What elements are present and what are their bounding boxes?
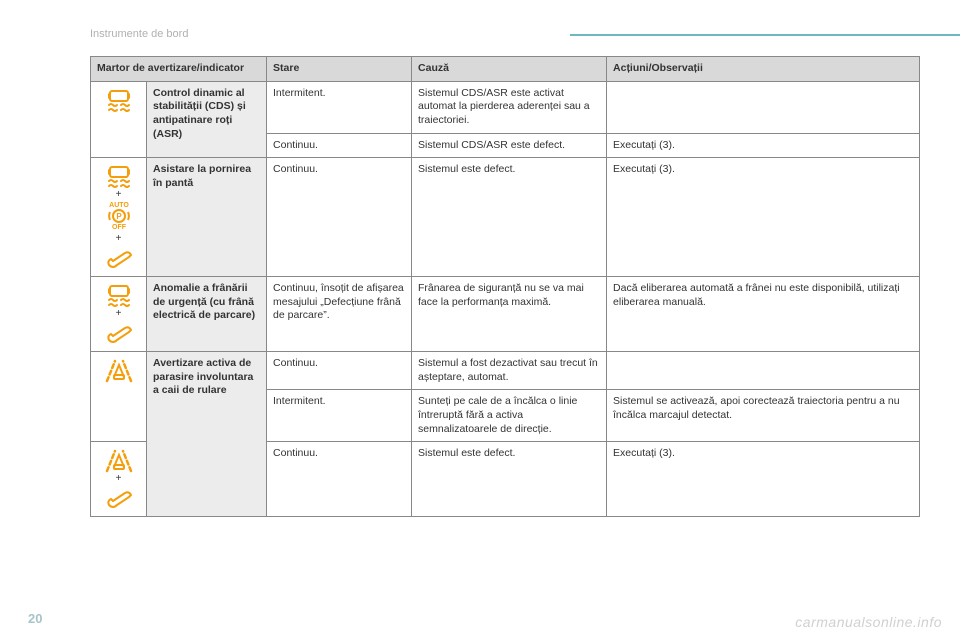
lane-icon — [103, 357, 135, 383]
icon-cell-brake: + — [91, 277, 147, 352]
th-cause: Cauză — [412, 57, 607, 82]
label-brake: Anomalie a frânării de urgență (cu frână… — [147, 277, 267, 352]
th-indicator: Martor de avertizare/indicator — [91, 57, 267, 82]
cell-state: Continuu, însoțit de afișarea mesajului … — [267, 277, 412, 352]
warning-lamp-table: Martor de avertizare/indicator Stare Cau… — [90, 56, 920, 517]
cell-state: Continuu. — [267, 442, 412, 517]
cell-state: Continuu. — [267, 158, 412, 277]
plus-icon: + — [116, 309, 122, 319]
cell-action: Sistemul se activează, apoi corectează t… — [607, 390, 920, 442]
wrench-icon — [103, 485, 135, 511]
th-state: Stare — [267, 57, 412, 82]
cell-cause: Sunteți pe cale de a încălca o linie înt… — [412, 390, 607, 442]
skid-icon — [103, 87, 135, 113]
table-row: Avertizare activa de parasire involuntar… — [91, 352, 920, 390]
wrench-icon — [103, 245, 135, 271]
table-header-row: Martor de avertizare/indicator Stare Cau… — [91, 57, 920, 82]
label-lane: Avertizare activa de parasire involuntar… — [147, 352, 267, 517]
th-action: Acțiuni/Observații — [607, 57, 920, 82]
label-hill: Asistare la pornirea în pantă — [147, 158, 267, 277]
label-cds: Control dinamic al stabilității (CDS) și… — [147, 81, 267, 158]
auto-park-off-icon — [103, 201, 135, 233]
cell-action — [607, 81, 920, 133]
icon-cell-hill: + + — [91, 158, 147, 277]
cell-state: Continuu. — [267, 352, 412, 390]
table-row: Control dinamic al stabilității (CDS) și… — [91, 81, 920, 133]
lane-icon — [103, 447, 135, 473]
cell-cause: Frânarea de siguranță nu se va mai face … — [412, 277, 607, 352]
cell-cause: Sistemul a fost dezactivat sau trecut în… — [412, 352, 607, 390]
cell-cause: Sistemul CDS/ASR este activat automat la… — [412, 81, 607, 133]
icon-cell-cds — [91, 81, 147, 158]
cell-action: Dacă eliberarea automată a frânei nu est… — [607, 277, 920, 352]
skid-icon — [103, 282, 135, 308]
cell-action — [607, 352, 920, 390]
cell-action: Executați (3). — [607, 442, 920, 517]
cell-action: Executați (3). — [607, 158, 920, 277]
cell-cause: Sistemul este defect. — [412, 158, 607, 277]
breadcrumb: Instrumente de bord — [90, 28, 920, 40]
cell-state: Intermitent. — [267, 390, 412, 442]
icon-cell-lane-b: + — [91, 442, 147, 517]
cell-cause: Sistemul este defect. — [412, 442, 607, 517]
skid-icon — [103, 163, 135, 189]
page-number: 20 — [28, 611, 42, 626]
table-row: + Anomalie a frânării de urgență (cu frâ… — [91, 277, 920, 352]
plus-icon: + — [116, 190, 122, 200]
cell-cause: Sistemul CDS/ASR este defect. — [412, 133, 607, 158]
wrench-icon — [103, 320, 135, 346]
table-row: + + Asistare la pornirea în pantă Contin… — [91, 158, 920, 277]
plus-icon: + — [116, 234, 122, 244]
cell-state: Intermitent. — [267, 81, 412, 133]
plus-icon: + — [116, 474, 122, 484]
icon-cell-lane-a — [91, 352, 147, 442]
cell-action: Executați (3). — [607, 133, 920, 158]
watermark: carmanualsonline.info — [795, 614, 942, 630]
cell-state: Continuu. — [267, 133, 412, 158]
